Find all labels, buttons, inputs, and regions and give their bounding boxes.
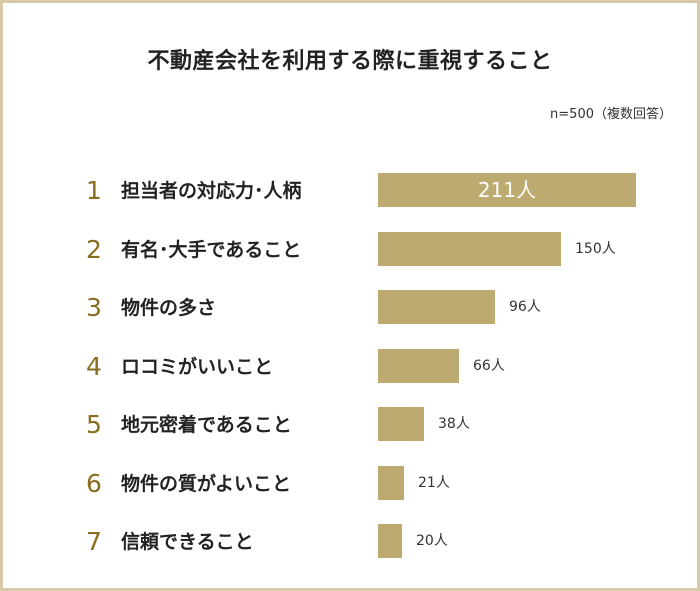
- category-label: 担当者の対応力･人柄: [121, 180, 302, 202]
- value-label: 211人: [477, 178, 537, 202]
- bar: [378, 465, 404, 500]
- category-label: 地元密着であること: [121, 414, 292, 436]
- category-label: 物件の質がよいこと: [121, 472, 292, 495]
- bar-row: 3 物件の多さ 96人: [3, 290, 697, 326]
- bar: [378, 407, 424, 441]
- bar-row: 2 有名･大手であること 150人: [3, 231, 697, 268]
- bar: [378, 524, 402, 558]
- sample-size-note: n=500（複数回答）: [550, 107, 672, 122]
- rank-number: 2: [86, 234, 102, 264]
- bar: [378, 348, 459, 383]
- bar: [378, 173, 636, 207]
- rank-number: 6: [86, 468, 102, 498]
- chart-title: 不動産会社を利用する際に重視すること: [147, 49, 553, 74]
- value-label: 21人: [418, 474, 450, 491]
- bar-row: 6 物件の質がよいこと 21人: [3, 465, 697, 502]
- bar-row: 7 信頼できること 20人: [3, 524, 697, 560]
- bar-row: 4 ロコミがいいこと 66人: [3, 348, 697, 385]
- rank-number: 3: [86, 293, 102, 322]
- rank-number: 1: [86, 176, 102, 205]
- value-label: 20人: [416, 533, 448, 549]
- category-label: 有名･大手であること: [121, 238, 302, 261]
- rank-number: 5: [86, 410, 102, 439]
- bar-row: 1 担当者の対応力･人柄 211人: [3, 173, 697, 209]
- rank-number: 7: [86, 527, 102, 556]
- value-label: 96人: [509, 299, 541, 315]
- category-label: ロコミがいいこと: [121, 355, 274, 378]
- category-label: 物件の多さ: [121, 297, 217, 319]
- bar: [378, 231, 561, 266]
- value-label: 38人: [438, 416, 470, 432]
- bar-row: 5 地元密着であること 38人: [3, 407, 697, 443]
- value-label: 66人: [473, 357, 505, 374]
- rank-number: 4: [86, 351, 102, 381]
- category-label: 信頼できること: [121, 531, 254, 553]
- bar: [378, 290, 495, 324]
- value-label: 150人: [575, 240, 616, 257]
